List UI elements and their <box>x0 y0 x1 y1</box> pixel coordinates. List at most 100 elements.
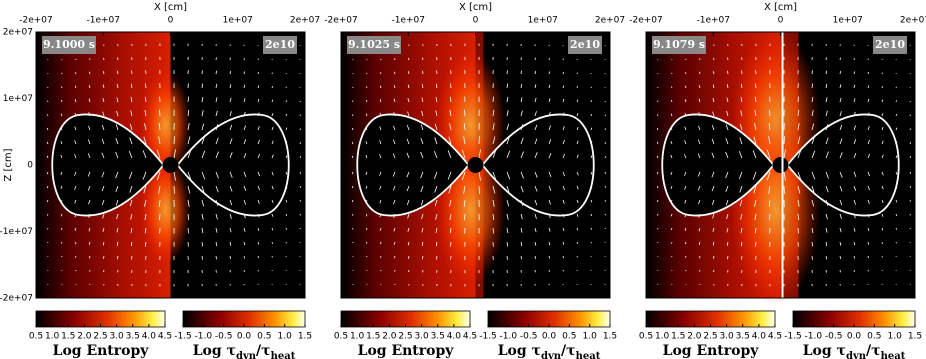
velocity-arrow <box>365 127 368 131</box>
velocity-arrow <box>379 171 382 176</box>
velocity-arrow <box>379 99 382 103</box>
velocity-arrow <box>201 136 205 145</box>
velocity-arrow <box>684 185 687 190</box>
velocity-arrow <box>839 241 842 246</box>
velocity-arrow <box>768 199 771 208</box>
velocity-arrow <box>590 127 593 131</box>
velocity-arrow <box>548 255 551 259</box>
velocity-arrow <box>243 84 246 89</box>
velocity-arrow <box>271 126 274 131</box>
colorbar-tick-label: 4.0 <box>447 332 462 342</box>
velocity-arrow <box>74 154 77 159</box>
velocity-arrow <box>839 171 843 178</box>
velocity-arrow <box>712 71 715 75</box>
velocity-arrow <box>909 142 912 145</box>
velocity-arrow <box>393 199 396 205</box>
velocity-arrow <box>406 199 410 205</box>
velocity-arrow <box>115 151 119 159</box>
velocity-arrow <box>604 185 607 188</box>
velocity-arrow <box>46 141 49 145</box>
colorbar-title-part: heat <box>881 351 906 359</box>
velocity-arrow <box>271 85 273 89</box>
velocity-arrow <box>604 128 606 131</box>
velocity-arrow <box>895 213 898 217</box>
velocity-arrow <box>811 227 814 234</box>
velocity-arrow <box>909 156 912 159</box>
velocity-arrow <box>392 153 396 159</box>
velocity-arrow <box>229 171 233 178</box>
velocity-arrow <box>825 199 829 206</box>
velocity-arrow <box>433 171 438 179</box>
velocity-arrow <box>215 213 218 220</box>
velocity-arrow <box>656 185 659 189</box>
velocity-arrow <box>450 83 452 89</box>
velocity-arrow <box>492 149 497 159</box>
velocity-arrow <box>867 71 869 75</box>
velocity-arrow <box>711 152 715 159</box>
velocity-arrow <box>449 199 452 207</box>
velocity-arrow <box>881 213 884 217</box>
velocity-arrow <box>420 124 424 131</box>
velocity-arrow <box>726 97 729 103</box>
velocity-arrow <box>407 84 410 89</box>
velocity-arrow <box>725 151 729 159</box>
velocity-arrow <box>576 199 579 204</box>
colorbar-tick-label: 1.5 <box>366 332 380 342</box>
velocity-arrow <box>365 199 368 203</box>
colorbar-tick-label: -1.5 <box>479 332 497 342</box>
colorbar-title: Log Entropy <box>663 343 760 359</box>
velocity-arrow <box>187 185 191 194</box>
velocity-arrow <box>257 213 260 218</box>
velocity-arrow <box>839 97 842 103</box>
velocity-arrow <box>684 171 687 176</box>
velocity-arrow <box>811 150 816 159</box>
velocity-arrow <box>243 139 247 145</box>
velocity-arrow <box>881 171 884 176</box>
velocity-arrow <box>88 241 91 245</box>
velocity-arrow <box>726 241 729 246</box>
velocity-arrow <box>590 185 593 189</box>
velocity-arrow <box>684 112 687 117</box>
colorbar-title-part: Log Entropy <box>358 343 455 359</box>
velocity-arrow <box>187 227 189 234</box>
velocity-arrow <box>407 255 410 259</box>
velocity-arrow <box>684 154 687 159</box>
velocity-arrow <box>201 213 204 220</box>
velocity-arrow <box>576 140 579 145</box>
velocity-arrow <box>463 185 466 194</box>
velocity-arrow <box>657 213 659 216</box>
velocity-arrow <box>548 185 552 191</box>
velocity-arrow <box>449 227 452 234</box>
velocity-arrow <box>393 112 396 117</box>
velocity-arrow <box>379 199 382 204</box>
velocity-arrow <box>881 85 883 89</box>
velocity-arrow <box>365 99 368 103</box>
velocity-arrow <box>130 227 133 233</box>
velocity-arrow <box>867 85 870 89</box>
velocity-arrow <box>711 199 715 205</box>
y-tick-label: -1e+07 <box>0 227 33 237</box>
colorbar-title-part: heat <box>576 351 601 359</box>
velocity-arrow <box>839 111 842 117</box>
time-label: 9.1000 s <box>43 38 95 51</box>
velocity-arrow <box>825 70 827 75</box>
velocity-arrow <box>478 171 481 181</box>
velocity-arrow <box>548 213 551 219</box>
velocity-arrow <box>143 136 147 145</box>
velocity-arrow <box>285 185 288 189</box>
velocity-arrow <box>576 126 579 131</box>
velocity-arrow <box>825 110 828 117</box>
velocity-arrow <box>407 97 410 103</box>
time-box <box>42 36 96 54</box>
velocity-arrow <box>365 171 368 176</box>
velocity-arrow <box>421 227 424 233</box>
velocity-arrow <box>46 155 49 159</box>
velocity-arrow <box>145 241 147 247</box>
velocity-arrow <box>74 213 77 218</box>
velocity-arrow <box>534 70 537 75</box>
vector-scale-label: 2e10 <box>570 38 600 51</box>
y-tick-label: 2e+07 <box>3 28 33 38</box>
velocity-arrow <box>506 96 509 103</box>
velocity-arrow <box>562 139 565 145</box>
velocity-arrow <box>379 154 382 159</box>
